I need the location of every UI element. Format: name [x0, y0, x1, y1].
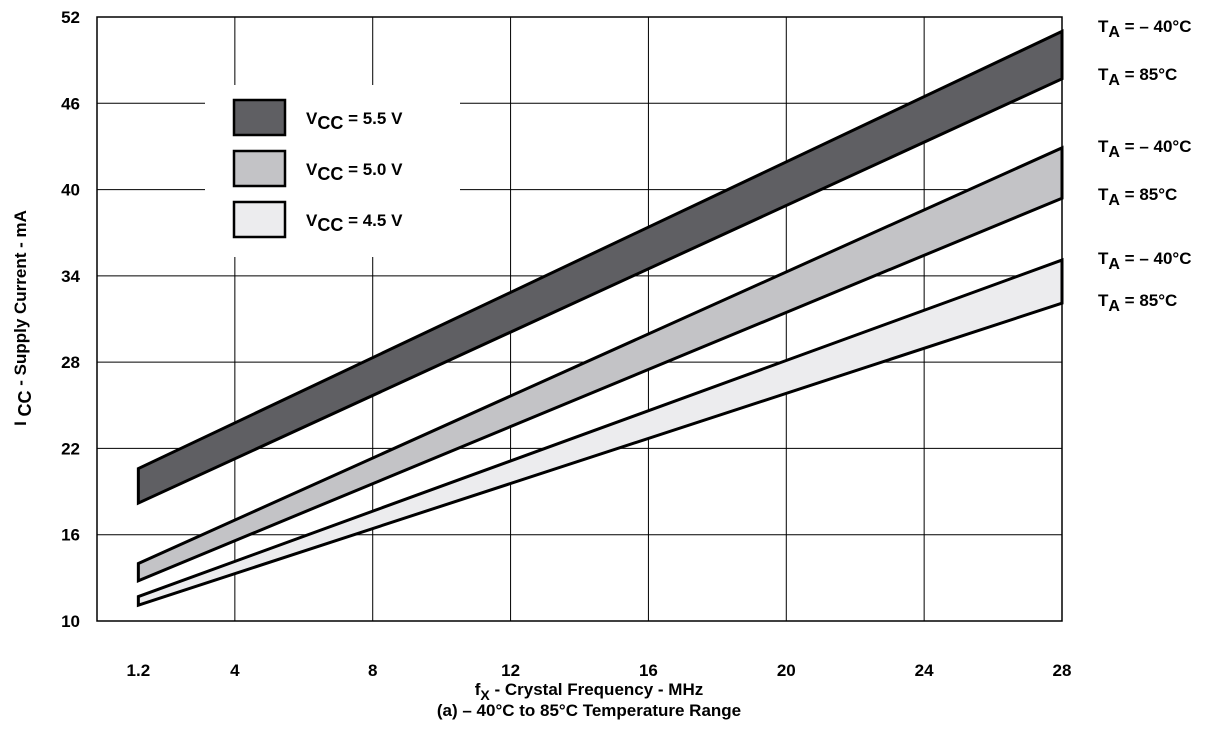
x-tick-label: 28 [1053, 661, 1072, 680]
legend-swatch [232, 200, 287, 239]
y-tick-label: 22 [61, 439, 80, 458]
y-axis-title-rest: - Supply Current - mA [11, 210, 30, 390]
series-bands [136, 29, 1064, 608]
x-tick-label: 24 [915, 661, 934, 680]
x-tick-labels: 1.2 4 8 12 16 20 24 28 [127, 661, 1072, 680]
y-axis-title-main: I [11, 416, 30, 425]
legend-label: VCC = 5.0 V [306, 160, 403, 184]
x-tick-label: 8 [368, 661, 377, 680]
x-tick-label: 20 [777, 661, 796, 680]
temperature-label: TA = 85°C [1098, 291, 1177, 315]
temperature-label: TA = – 40°C [1098, 137, 1192, 161]
y-axis-title: I CC - Supply Current - mA [11, 210, 35, 426]
x-tick-label: 4 [230, 661, 240, 680]
y-tick-label: 52 [61, 8, 80, 27]
x-axis-title-main: f [475, 680, 481, 699]
legend-swatch [232, 98, 287, 137]
legend-swatch [232, 149, 287, 188]
temperature-label: TA = 85°C [1098, 65, 1177, 89]
y-tick-label: 10 [61, 612, 80, 631]
x-axis-title-sub: X [480, 687, 490, 703]
temperature-label: TA = – 40°C [1098, 17, 1192, 41]
temperature-label: TA = – 40°C [1098, 249, 1192, 273]
temperature-label: TA = 85°C [1098, 185, 1177, 209]
chart-subtitle: (a) – 40°C to 85°C Temperature Range [437, 701, 741, 720]
temperature-annotations: TA = – 40°C TA = 85°C TA = – 40°C TA = 85°C… [1098, 17, 1192, 315]
legend-label: VCC = 4.5 V [306, 211, 403, 235]
y-tick-labels: 10 16 22 28 34 40 46 52 [61, 8, 80, 631]
y-axis-title-sub: CC [15, 390, 35, 416]
x-axis-title-rest: - Crystal Frequency - MHz [490, 680, 704, 699]
y-tick-label: 28 [61, 353, 80, 372]
x-tick-label: 1.2 [127, 661, 151, 680]
x-tick-label: 16 [639, 661, 658, 680]
x-tick-label: 12 [501, 661, 520, 680]
legend-label: VCC = 5.5 V [306, 109, 403, 133]
x-axis-title: fX - Crystal Frequency - MHz [475, 680, 704, 703]
legend: VCC = 5.5 V VCC = 5.0 V VCC = 4.5 V [205, 85, 460, 257]
y-tick-label: 34 [61, 267, 80, 286]
y-tick-label: 16 [61, 526, 80, 545]
y-tick-label: 40 [61, 181, 80, 200]
y-tick-label: 46 [61, 94, 80, 113]
plot-frame [96, 16, 1063, 622]
